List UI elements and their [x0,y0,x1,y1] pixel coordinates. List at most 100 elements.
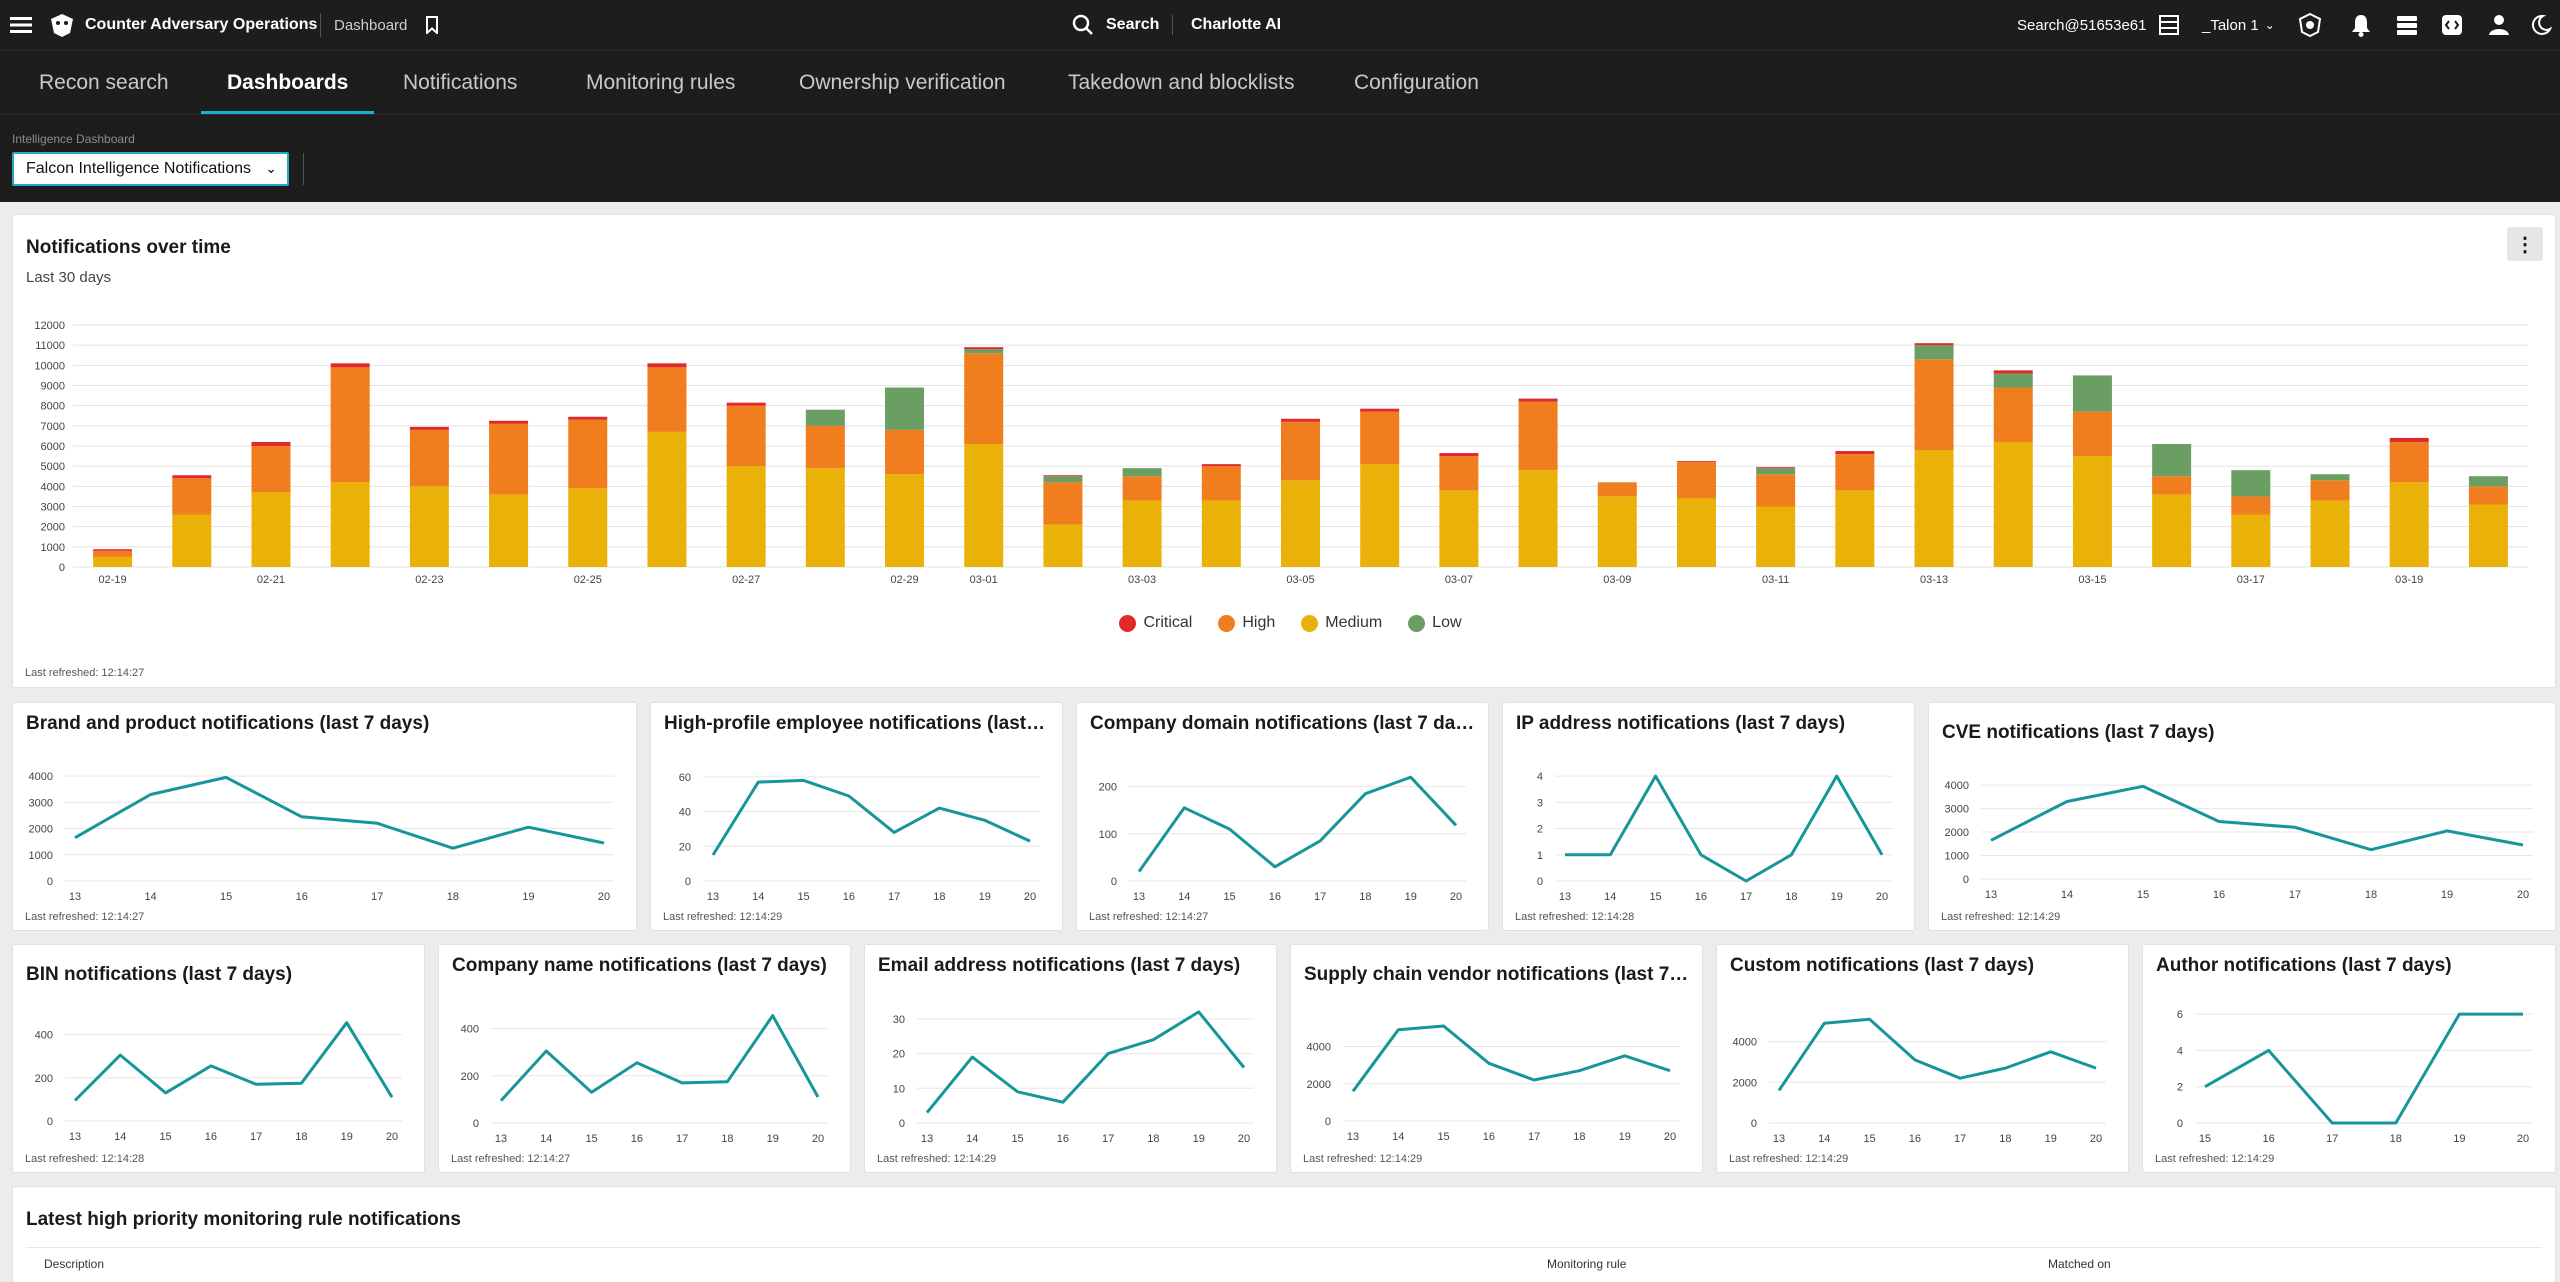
card-title: Author notifications (last 7 days) [2156,955,2452,976]
tab-monitoring-rules[interactable]: Monitoring rules [586,71,736,94]
x-tick-label: 02-23 [415,574,443,586]
y-tick-label: 20 [679,841,691,853]
x-tick-label: 02-19 [99,574,127,586]
user-icon[interactable] [2488,0,2510,50]
x-tick-label: 15 [1649,891,1661,903]
moon-icon[interactable] [2530,0,2552,50]
legend-item-high[interactable]: High [1218,614,1275,632]
legend-dot [1408,614,1426,632]
x-tick-label: 14 [540,1133,552,1145]
y-tick-label: 0 [1963,874,1969,886]
y-tick-label: 1000 [29,850,53,862]
legend-dot [1119,614,1137,632]
charlotte-ai-button[interactable]: Charlotte AI [1191,16,1282,33]
legend-label: Critical [1143,614,1193,631]
y-tick-label: 2000 [1945,827,1969,839]
y-tick-label: 12000 [34,320,65,332]
bar-segment-low [1122,468,1162,477]
line-chart: 0 1000 2000 3000 4000 13 14 15 16 17 18 19 20 [1945,780,2533,901]
x-tick-label: 13 [1133,891,1145,903]
tab-recon-search[interactable]: Recon search [39,71,169,94]
x-tick-label: 19 [767,1133,779,1145]
card-title: Company domain notifications (last 7 da… [1090,713,1475,734]
code-icon[interactable] [2441,0,2463,50]
x-tick-label: 14 [144,891,156,903]
bar-segment-critical [647,363,687,368]
layers-icon[interactable] [2395,0,2419,50]
bar-segment-medium [805,468,845,567]
y-tick-label: 200 [461,1071,479,1083]
x-tick-label: 20 [2517,889,2529,901]
card-title: IP address notifications (last 7 days) [1516,713,1846,734]
brand-product-card: Brand and product notifications (last 7 … [13,703,636,930]
tenant-selector[interactable]: _Talon 1 ⌄ [2202,0,2275,50]
series-line [2204,1012,2523,1125]
y-tick-label: 400 [35,1030,53,1042]
x-tick-label: 15 [585,1133,597,1145]
company-domain-card: Company domain notifications (last 7 da…… [1077,703,1488,930]
email-address-card: Email address notifications (last 7 days… [865,945,1276,1172]
legend-item-critical[interactable]: Critical [1119,614,1192,632]
y-tick-label: 9000 [41,381,65,393]
bar-segment-critical [2389,437,2429,442]
column-header-matched-on[interactable]: Matched on [2048,1257,2111,1271]
y-tick-label: 2000 [1733,1077,1757,1089]
dashboard-select[interactable]: Falcon Intelligence Notifications ⌄ [12,152,289,186]
bar-segment-low [885,387,925,430]
line-chart: 0 1000 2000 3000 4000 13 14 15 16 17 18 19 20 [29,771,614,903]
tab-configuration[interactable]: Configuration [1354,71,1479,94]
bar-segment-high [251,446,291,493]
x-tick-label: 17 [676,1133,688,1145]
legend-label: Medium [1325,614,1383,631]
tab-takedown-blocklists[interactable]: Takedown and blocklists [1068,71,1295,94]
tab-ownership-verification[interactable]: Ownership verification [799,71,1006,94]
bell-icon[interactable] [2350,0,2372,50]
last-refreshed: Last refreshed: 12:14:29 [1303,1153,1423,1165]
bar-segment-medium [1835,490,1875,567]
x-tick-label: 03-07 [1445,574,1473,586]
series-line [73,1021,394,1102]
bookmark-icon[interactable] [424,0,440,50]
y-tick-label: 0 [59,562,65,574]
y-tick-label: 0 [1537,876,1543,888]
server-icon[interactable] [2159,0,2179,50]
card-title: Brand and product notifications (last 7 … [26,713,430,734]
bar-segment-medium [1043,524,1083,567]
card-title: Custom notifications (last 7 days) [1730,955,2035,976]
bar-segment-high [1676,462,1716,499]
last-refreshed: Last refreshed: 12:14:29 [2155,1153,2275,1165]
x-tick-label: 17 [1954,1133,1966,1145]
search-button[interactable]: Search [1106,16,1160,33]
x-tick-label: 19 [341,1131,353,1143]
tab-dashboards[interactable]: Dashboards [200,51,375,115]
x-tick-label: 13 [69,1131,81,1143]
bar-segment-medium [1360,464,1400,567]
y-tick-label: 0 [1325,1116,1331,1128]
legend-item-medium[interactable]: Medium [1301,614,1382,632]
tab-notifications[interactable]: Notifications [403,71,518,94]
more-options-icon[interactable]: ⋮ [2507,227,2543,261]
column-header-monitoring-rule[interactable]: Monitoring rule [1547,1257,1627,1271]
series-line [925,1010,1246,1114]
column-header-description[interactable]: Description [44,1257,105,1271]
bar-segment-medium [1597,496,1637,567]
bar-segment-low [1043,476,1083,483]
bar-segment-critical [568,416,608,420]
x-tick-label: 20 [1024,891,1036,903]
legend-item-low[interactable]: Low [1408,614,1462,632]
x-tick-label: 18 [721,1133,733,1145]
card-title: Notifications over time [26,237,231,258]
search-icon[interactable] [1072,0,1094,50]
x-tick-label: 18 [447,891,459,903]
line-chart: 0 2000 4000 13 14 15 16 17 18 19 20 [1733,1017,2106,1145]
y-tick-label: 4000 [1733,1037,1757,1049]
x-tick-label: 16 [1909,1133,1921,1145]
hamburger-menu-icon[interactable] [10,0,32,50]
bar-segment-critical [1281,418,1320,422]
y-tick-label: 4 [2177,1045,2183,1057]
shield-icon[interactable] [2297,0,2323,50]
x-tick-label: 18 [1147,1133,1159,1145]
search-id[interactable]: Search@51653e61 [2017,16,2147,34]
chevron-down-icon: ⌄ [2264,18,2275,32]
bar-segment-critical [172,475,212,479]
